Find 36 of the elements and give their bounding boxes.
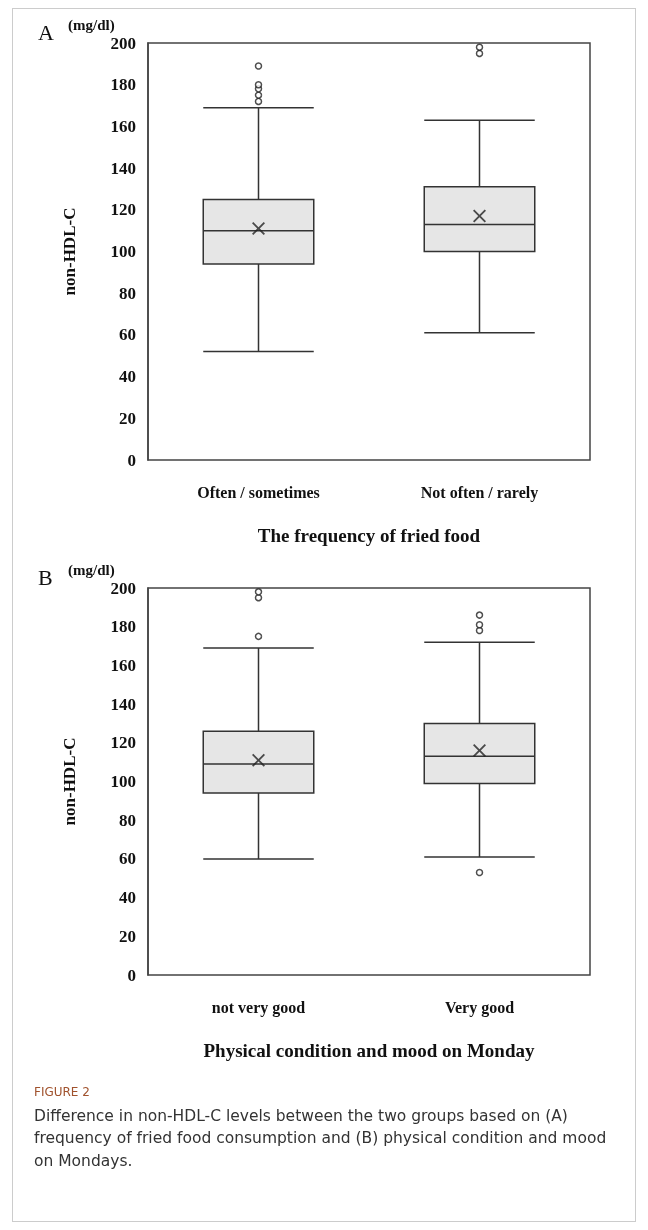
y-tick-label: 200 [110, 578, 136, 598]
y-tick-label: 60 [119, 325, 136, 345]
text: (mg/dl) [68, 561, 115, 579]
y-tick-label: 160 [110, 116, 136, 136]
y-tick-label: 0 [127, 965, 136, 985]
y-tick-label: 80 [119, 810, 136, 830]
x-tick-label: not very good [211, 998, 306, 1017]
y-tick-label: 20 [119, 926, 136, 946]
y-tick-label: 60 [119, 849, 136, 869]
y-tick-label: 200 [110, 33, 136, 53]
text: A [38, 19, 54, 45]
y-axis-title: non-HDL-C [60, 737, 79, 826]
y-tick-label: 40 [119, 888, 136, 908]
y-tick-label: 120 [110, 733, 136, 753]
y-tick-label: 140 [110, 694, 136, 714]
y-axis-title: non-HDL-C [60, 207, 79, 296]
y-tick-label: 180 [110, 617, 136, 637]
text: B [38, 564, 53, 590]
y-tick-label: 0 [127, 450, 136, 470]
y-tick-label: 180 [110, 75, 136, 95]
y-tick-label: 80 [119, 283, 136, 303]
y-tick-label: 20 [119, 408, 136, 428]
y-tick-label: 100 [110, 242, 136, 261]
text: (mg/dl) [68, 16, 115, 34]
y-tick-label: 140 [110, 158, 136, 178]
caption: FIGURE 2 [34, 1085, 91, 1099]
x-tick-label: Very good [444, 998, 515, 1017]
x-axis-title: The frequency of fried food [257, 525, 481, 546]
x-axis-title: Physical condition and mood on Monday [203, 1040, 535, 1061]
y-tick-label: 40 [119, 367, 136, 387]
x-tick-label: Not often / rarely [420, 483, 539, 502]
x-tick-label: Often / sometimes [197, 483, 320, 501]
y-tick-label: 120 [110, 200, 136, 220]
y-tick-label: 160 [110, 655, 136, 675]
text: Difference in non-HDL-C levels between the two groups based on (A) frequency of fried food consumption and (B) physical condition and mood on Mondays. [34, 1106, 608, 1172]
y-tick-label: 100 [110, 772, 136, 791]
